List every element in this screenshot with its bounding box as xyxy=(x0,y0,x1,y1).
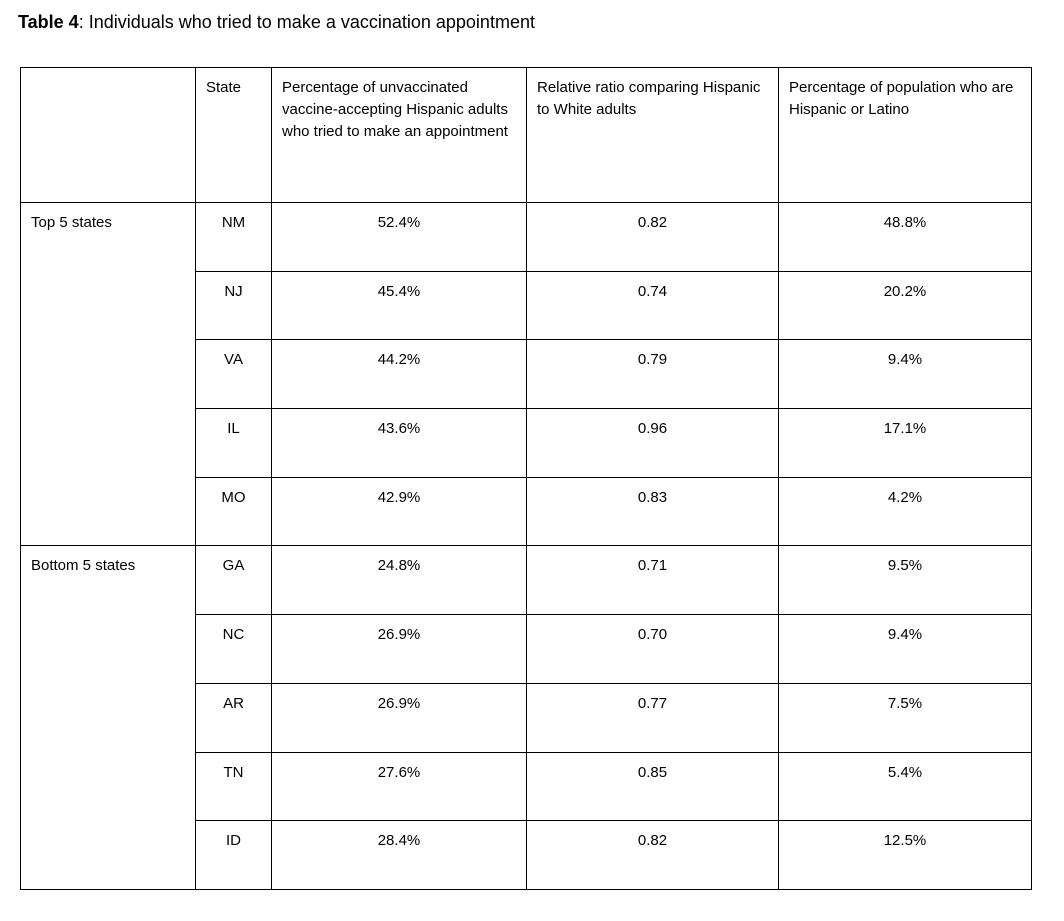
pop-pct-cell: 9.4% xyxy=(778,339,1032,410)
table-row: Top 5 states NM 52.4% 0.82 48.8% xyxy=(20,201,1032,547)
table-row: NC 26.9% 0.70 9.4% xyxy=(21,614,1032,684)
ratio-cell: 0.85 xyxy=(526,751,779,822)
pop-pct-cell: 9.5% xyxy=(778,545,1032,616)
table-row: Bottom 5 states GA 24.8% 0.71 9.5% xyxy=(20,545,1032,890)
table-row: NJ 45.4% 0.74 20.2% xyxy=(21,270,1032,341)
pct-tried-cell: 27.6% xyxy=(271,751,527,822)
group-label-bottom5: Bottom 5 states xyxy=(20,545,196,890)
ratio-cell: 0.71 xyxy=(526,545,779,616)
state-cell: AR xyxy=(195,682,272,753)
pop-pct-cell: 12.5% xyxy=(778,820,1032,890)
table-row: VA 44.2% 0.79 9.4% xyxy=(21,339,1032,410)
page-title: Table 4: Individuals who tried to make a… xyxy=(18,11,535,34)
pop-pct-cell: 7.5% xyxy=(778,682,1032,753)
group-label-top5: Top 5 states xyxy=(20,201,196,547)
state-cell: NM xyxy=(195,202,272,272)
header-state: State xyxy=(195,67,272,203)
ratio-cell: 0.79 xyxy=(526,339,779,410)
pct-tried-cell: 43.6% xyxy=(271,408,527,478)
pct-tried-cell: 52.4% xyxy=(271,202,527,272)
state-cell: IL xyxy=(195,408,272,478)
state-cell: VA xyxy=(195,339,272,410)
header-relative-ratio: Relative ratio comparing Hispanic to Whi… xyxy=(526,67,779,203)
header-pct-population: Percentage of population who are Hispani… xyxy=(778,67,1032,203)
pct-tried-cell: 26.9% xyxy=(271,614,527,684)
ratio-cell: 0.74 xyxy=(526,270,779,341)
ratio-cell: 0.82 xyxy=(526,202,779,272)
ratio-cell: 0.77 xyxy=(526,682,779,753)
pct-tried-cell: 28.4% xyxy=(271,820,527,890)
state-cell: GA xyxy=(195,545,272,616)
state-cell: TN xyxy=(195,751,272,822)
pop-pct-cell: 4.2% xyxy=(778,476,1032,547)
table-row: TN 27.6% 0.85 5.4% xyxy=(21,751,1032,822)
pct-tried-cell: 26.9% xyxy=(271,682,527,753)
state-cell: NC xyxy=(195,614,272,684)
header-corner-cell xyxy=(20,67,196,203)
header-pct-tried: Percentage of unvaccinated vaccine-accep… xyxy=(271,67,527,203)
pct-tried-cell: 45.4% xyxy=(271,270,527,341)
vaccination-table: State Percentage of unvaccinated vaccine… xyxy=(20,67,1032,890)
table-row: AR 26.9% 0.77 7.5% xyxy=(21,682,1032,753)
ratio-cell: 0.83 xyxy=(526,476,779,547)
ratio-cell: 0.70 xyxy=(526,614,779,684)
pop-pct-cell: 48.8% xyxy=(778,202,1032,272)
table-row: ID 28.4% 0.82 12.5% xyxy=(21,820,1032,890)
ratio-cell: 0.82 xyxy=(526,820,779,890)
state-cell: MO xyxy=(195,476,272,547)
pct-tried-cell: 44.2% xyxy=(271,339,527,410)
table-row: IL 43.6% 0.96 17.1% xyxy=(21,408,1032,478)
pct-tried-cell: 24.8% xyxy=(271,545,527,616)
table-row: MO 42.9% 0.83 4.2% xyxy=(21,476,1032,547)
pop-pct-cell: 20.2% xyxy=(778,270,1032,341)
table-number-label: Table 4 xyxy=(18,12,79,32)
pct-tried-cell: 42.9% xyxy=(271,476,527,547)
pop-pct-cell: 9.4% xyxy=(778,614,1032,684)
ratio-cell: 0.96 xyxy=(526,408,779,478)
table-caption-text: : Individuals who tried to make a vaccin… xyxy=(78,12,535,32)
state-cell: NJ xyxy=(195,270,272,341)
table-header-row: State Percentage of unvaccinated vaccine… xyxy=(20,67,1032,203)
pop-pct-cell: 5.4% xyxy=(778,751,1032,822)
state-cell: ID xyxy=(195,820,272,890)
pop-pct-cell: 17.1% xyxy=(778,408,1032,478)
